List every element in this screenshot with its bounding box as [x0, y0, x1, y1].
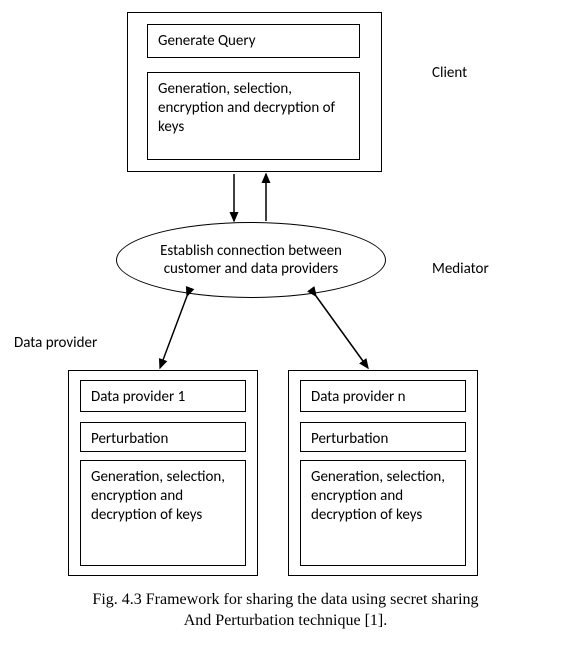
- figure-caption: Fig. 4.3 Framework for sharing the data …: [60, 590, 511, 632]
- provider-n-keys-box: Generation, selection, encryption and de…: [300, 460, 466, 566]
- provider-n-keys: Generation, selection, encryption and de…: [311, 468, 445, 524]
- provider-1-keys-box: Generation, selection, encryption and de…: [80, 460, 246, 566]
- generate-query-text: Generate Query: [158, 32, 256, 50]
- mediator-label: Mediator: [432, 260, 489, 278]
- caption-line-1: Fig. 4.3 Framework for sharing the data …: [92, 591, 478, 608]
- mediator-ellipse: Establish connection between customer an…: [116, 222, 386, 298]
- client-keys-box: Generation, selection, encryption and de…: [147, 72, 360, 160]
- arrow-mediator-provider-1: [160, 296, 187, 368]
- provider-1-keys: Generation, selection, encryption and de…: [91, 468, 225, 524]
- provider-n-perturb-box: Perturbation: [300, 422, 466, 452]
- client-label: Client: [432, 64, 467, 82]
- provider-1-title: Data provider 1: [91, 388, 185, 406]
- caption-line-2: And Perturbation technique [1].: [184, 612, 388, 629]
- generate-query-box: Generate Query: [147, 24, 360, 58]
- data-provider-label: Data provider: [14, 334, 97, 352]
- client-keys-text: Generation, selection, encryption and de…: [158, 80, 335, 136]
- arrow-mediator-provider-n: [316, 296, 368, 368]
- mediator-text: Establish connection between customer an…: [133, 242, 369, 278]
- provider-1-perturb-box: Perturbation: [80, 422, 246, 452]
- provider-1-perturb: Perturbation: [91, 430, 168, 448]
- provider-n-title: Data provider n: [311, 388, 405, 406]
- provider-n-title-box: Data provider n: [300, 380, 466, 412]
- provider-1-title-box: Data provider 1: [80, 380, 246, 412]
- provider-n-perturb: Perturbation: [311, 430, 388, 448]
